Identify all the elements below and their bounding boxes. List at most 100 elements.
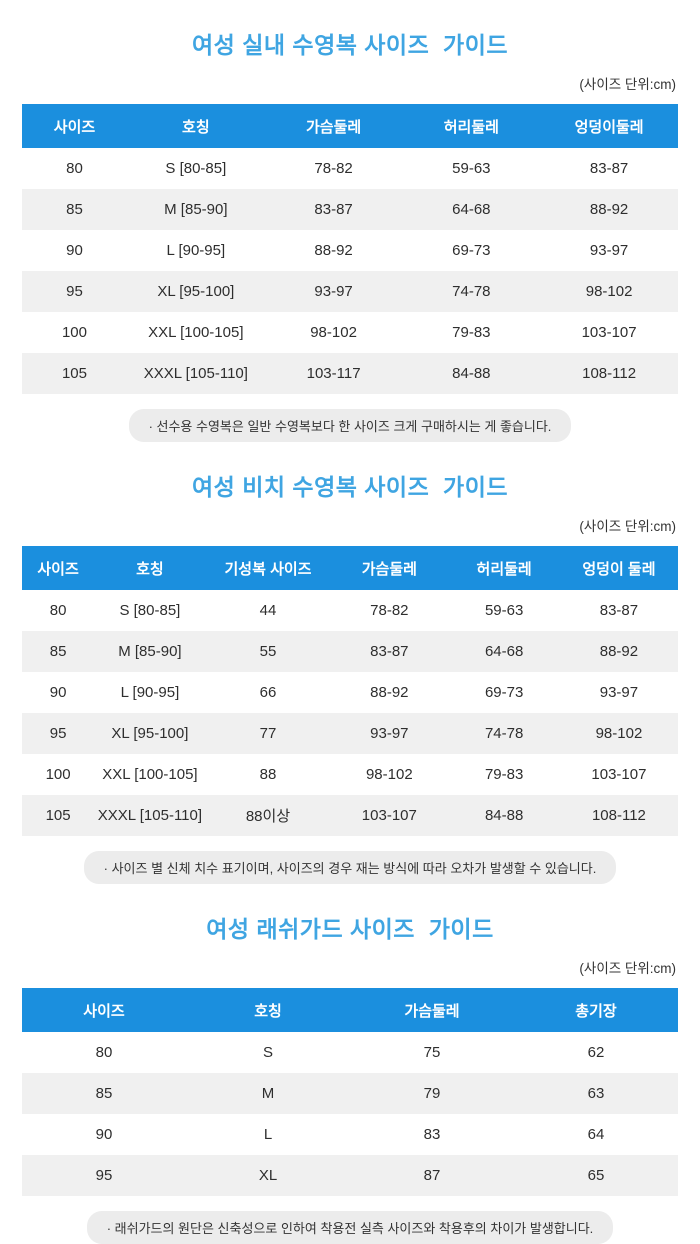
- cell-hip: 88-92: [599, 643, 639, 660]
- cell-name: XL [95-100]: [157, 283, 235, 300]
- cell-size: 85: [95, 1085, 113, 1102]
- cell-total-length: 65: [587, 1167, 605, 1184]
- column-header-bust: 가슴둘레: [350, 988, 514, 1032]
- cell-size: 90: [49, 684, 67, 701]
- cell-bust: 83: [423, 1126, 441, 1143]
- cell-waist: 79-83: [452, 324, 491, 341]
- cell-bust: 79: [423, 1085, 441, 1102]
- column-header-bust: 가슴둘레: [330, 546, 449, 590]
- cell-total-length: 64: [587, 1126, 605, 1143]
- table-row: 105 XXXL [105-110] 103-117 84-88 108-112: [22, 353, 678, 394]
- cell-name: L: [263, 1126, 273, 1143]
- cell-size: 95: [49, 725, 67, 742]
- cell-size: 80: [49, 602, 67, 619]
- table-row: 100 XXL [100-105] 98-102 79-83 103-107: [22, 312, 678, 353]
- indoor-guide-title: 여성 실내 수영복 사이즈 가이드: [191, 32, 509, 58]
- rashguard-unit-label: (사이즈 단위:cm): [579, 961, 676, 976]
- cell-size: 80: [95, 1044, 113, 1061]
- cell-size: 95: [95, 1167, 113, 1184]
- column-header-waist: 허리둘레: [448, 546, 560, 590]
- column-header-hip: 엉덩이 둘레: [559, 546, 678, 590]
- table-row: 80 S 75 62: [22, 1032, 678, 1073]
- rashguard-size-table: 사이즈 호칭 가슴둘레 총기장 80 S 75 62 85 M 79 63 90…: [22, 988, 678, 1196]
- section-indoor-swimsuit-guide: 여성 실내 수영복 사이즈 가이드 (사이즈 단위:cm) 사이즈 호칭 가슴둘…: [0, 26, 700, 442]
- cell-ready-made: 77: [259, 725, 277, 742]
- table-row: 90 L [90-95] 66 88-92 69-73 93-97: [22, 672, 678, 713]
- table-row: 85 M [85-90] 55 83-87 64-68 88-92: [22, 631, 678, 672]
- cell-size: 90: [66, 242, 83, 259]
- cell-total-length: 62: [587, 1044, 605, 1061]
- column-header-ready-made-size: 기성복 사이즈: [205, 546, 331, 590]
- rashguard-guide-title: 여성 래쉬가드 사이즈 가이드: [206, 916, 494, 942]
- cell-size: 90: [95, 1126, 113, 1143]
- cell-bust: 75: [423, 1044, 441, 1061]
- cell-bust: 88-92: [314, 242, 353, 259]
- beach-note-pill: · 사이즈 별 신체 치수 표기이며, 사이즈의 경우 재는 방식에 따라 오차…: [83, 851, 617, 884]
- cell-bust: 103-117: [306, 365, 361, 382]
- cell-size: 100: [45, 766, 71, 783]
- cell-ready-made: 55: [259, 643, 277, 660]
- cell-ready-made: 88이상: [245, 808, 291, 825]
- cell-hip: 103-107: [581, 324, 637, 341]
- cell-ready-made: 44: [259, 602, 277, 619]
- beach-size-table: 사이즈 호칭 기성복 사이즈 가슴둘레 허리둘레 엉덩이 둘레 80 S [80…: [22, 546, 678, 836]
- cell-hip: 108-112: [582, 365, 637, 382]
- cell-hip: 108-112: [591, 807, 646, 824]
- table-header-row: 사이즈 호칭 기성복 사이즈 가슴둘레 허리둘레 엉덩이 둘레: [22, 546, 678, 590]
- table-row: 90 L 83 64: [22, 1114, 678, 1155]
- cell-waist: 59-63: [452, 160, 491, 177]
- cell-waist: 84-88: [452, 365, 491, 382]
- cell-waist: 69-73: [484, 684, 524, 701]
- cell-size: 80: [66, 160, 83, 177]
- cell-name: XL [95-100]: [111, 725, 189, 742]
- cell-bust: 93-97: [314, 283, 353, 300]
- table-row: 90 L [90-95] 88-92 69-73 93-97: [22, 230, 678, 271]
- cell-hip: 103-107: [591, 766, 647, 783]
- cell-size: 95: [66, 283, 83, 300]
- cell-name: M [85-90]: [164, 201, 228, 218]
- cell-name: S [80-85]: [119, 602, 181, 619]
- cell-size: 85: [49, 643, 67, 660]
- column-header-waist: 허리둘레: [402, 104, 541, 148]
- cell-name: S: [262, 1044, 273, 1061]
- rashguard-note-pill: · 래쉬가드의 원단은 신축성으로 인하여 착용전 실측 사이즈와 착용후의 차…: [86, 1211, 614, 1244]
- cell-hip: 83-87: [589, 160, 629, 177]
- beach-unit-label: (사이즈 단위:cm): [579, 519, 676, 534]
- cell-waist: 74-78: [484, 725, 524, 742]
- cell-name: XXXL [105-110]: [143, 365, 248, 382]
- cell-bust: 88-92: [370, 684, 409, 701]
- cell-name: XXL [100-105]: [148, 324, 244, 341]
- cell-waist: 84-88: [484, 807, 524, 824]
- table-row: 85 M [85-90] 83-87 64-68 88-92: [22, 189, 678, 230]
- cell-size: 105: [61, 365, 87, 382]
- cell-bust: 87: [423, 1167, 441, 1184]
- cell-hip: 83-87: [599, 602, 639, 619]
- cell-hip: 98-102: [595, 725, 643, 742]
- beach-guide-title: 여성 비치 수영복 사이즈 가이드: [191, 474, 509, 500]
- cell-waist: 64-68: [452, 201, 491, 218]
- column-header-hip: 엉덩이둘레: [540, 104, 678, 148]
- note-container: · 사이즈 별 신체 치수 표기이며, 사이즈의 경우 재는 방식에 따라 오차…: [0, 851, 700, 884]
- cell-size: 105: [45, 807, 71, 824]
- cell-bust: 78-82: [370, 602, 409, 619]
- note-container: · 선수용 수영복은 일반 수영복보다 한 사이즈 크게 구매하시는 게 좋습니…: [0, 409, 700, 442]
- cell-name: L [90-95]: [166, 242, 226, 259]
- cell-name: XXL [100-105]: [102, 766, 198, 783]
- cell-ready-made: 66: [259, 684, 277, 701]
- indoor-unit-label: (사이즈 단위:cm): [579, 77, 676, 92]
- table-row: 80 S [80-85] 44 78-82 59-63 83-87: [22, 590, 678, 631]
- cell-bust: 93-97: [370, 725, 409, 742]
- column-header-size: 사이즈: [22, 988, 186, 1032]
- column-header-name: 호칭: [186, 988, 350, 1032]
- section-beach-swimsuit-guide: 여성 비치 수영복 사이즈 가이드 (사이즈 단위:cm) 사이즈 호칭 기성복…: [0, 468, 700, 884]
- table-row: 105 XXXL [105-110] 88이상 103-107 84-88 10…: [22, 795, 678, 836]
- table-header-row: 사이즈 호칭 가슴둘레 총기장: [22, 988, 678, 1032]
- cell-hip: 88-92: [589, 201, 629, 218]
- cell-name: L [90-95]: [120, 684, 180, 701]
- indoor-size-table: 사이즈 호칭 가슴둘레 허리둘레 엉덩이둘레 80 S [80-85] 78-8…: [22, 104, 678, 394]
- cell-ready-made: 88: [259, 766, 277, 783]
- cell-waist: 59-63: [484, 602, 524, 619]
- cell-hip: 93-97: [599, 684, 639, 701]
- cell-name: XXXL [105-110]: [97, 807, 203, 824]
- cell-waist: 69-73: [452, 242, 491, 259]
